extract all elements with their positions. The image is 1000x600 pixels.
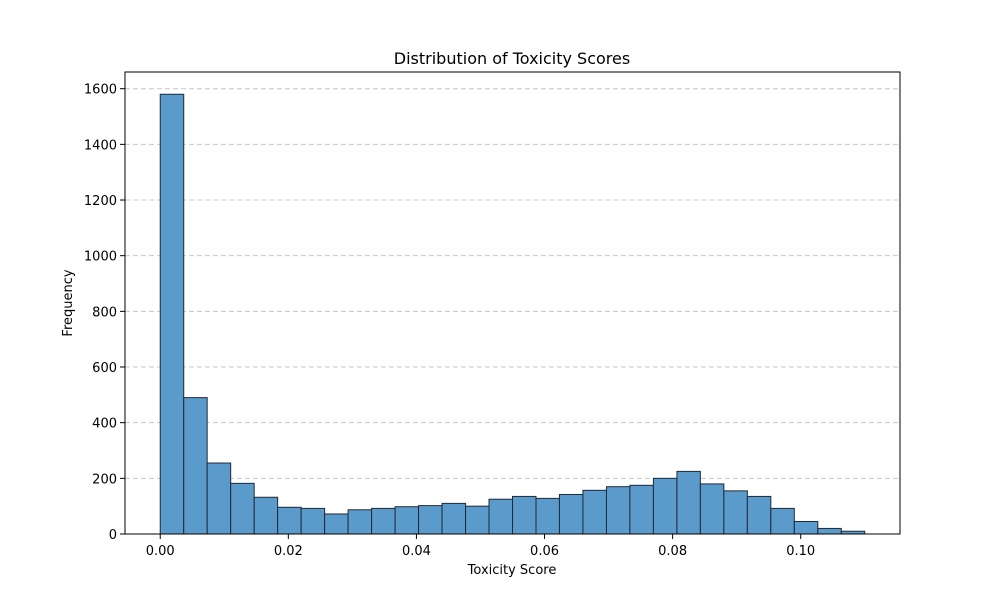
x-tick-label: 0.08 [658,544,687,559]
histogram-bar [347,509,373,535]
y-tick-label: 1600 [84,83,117,98]
histogram-bar [558,493,584,535]
histogram-bar [300,507,326,535]
histogram-bar [746,495,772,535]
x-tick-label: 0.10 [786,544,815,559]
histogram-bar [652,477,678,535]
y-axis-label: Frequency [61,269,76,336]
histogram-bar [488,498,514,535]
x-tick-label: 0.04 [402,544,431,559]
histogram-bar [206,462,232,535]
histogram-bar [418,505,443,535]
histogram-bar [605,486,631,535]
histogram-bar [253,496,279,535]
y-tick-label: 1400 [84,138,117,153]
y-tick-label: 1200 [84,194,117,209]
histogram-bar [465,505,490,535]
y-tick-label: 0 [109,528,117,543]
histogram-bar [817,527,842,535]
histogram-bar [629,484,654,535]
y-tick-label: 200 [92,472,117,487]
histogram-bar [512,495,537,535]
histogram-bar [394,506,420,535]
histogram-bar [723,490,748,535]
y-tick-label: 800 [92,305,117,320]
chart-title: Distribution of Toxicity Scores [394,49,630,68]
plot-area-frame [124,71,901,535]
histogram-bars [159,93,866,535]
histogram-bar [676,470,701,535]
histogram-bar [793,520,819,535]
x-tick-label: 0.02 [274,544,303,559]
histogram-bar [535,497,560,535]
y-axis-ticks: 0 200 400 600 800 1000 1200 1400 1600 [84,83,125,543]
histogram-bar [699,483,725,535]
histogram-bar [582,489,607,535]
histogram-bar [277,506,302,535]
histogram-bar [371,507,396,535]
y-tick-label: 600 [92,361,117,376]
histogram-bar [159,93,185,535]
histogram-bar [770,507,795,535]
y-tick-label: 400 [92,417,117,432]
x-tick-label: 0.06 [530,544,559,559]
x-tick-label: 0.00 [146,544,175,559]
y-tick-label: 1000 [84,250,117,265]
histogram-bar [441,502,467,535]
histogram-bar [230,482,255,535]
histogram-bar [183,397,208,535]
x-axis-ticks: 0.00 0.02 0.04 0.06 0.08 0.10 [146,534,815,559]
x-axis-label: Toxicity Score [467,563,557,578]
histogram-bar [324,513,349,535]
